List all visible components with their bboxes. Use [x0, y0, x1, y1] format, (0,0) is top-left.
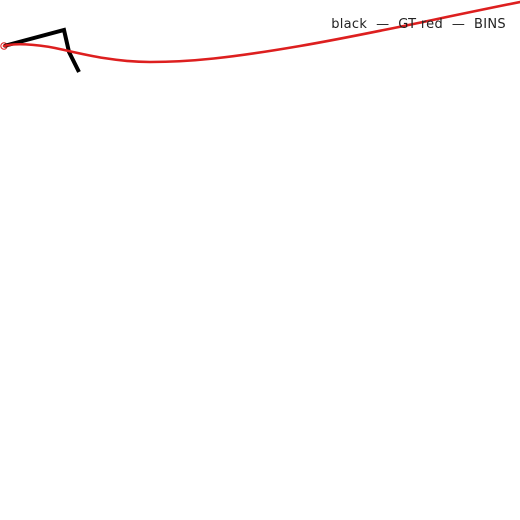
ground-truth-path — [3, 27, 81, 73]
bins-path — [2, 0, 520, 64]
legend-text: black — GT red — BINS — [331, 17, 506, 32]
